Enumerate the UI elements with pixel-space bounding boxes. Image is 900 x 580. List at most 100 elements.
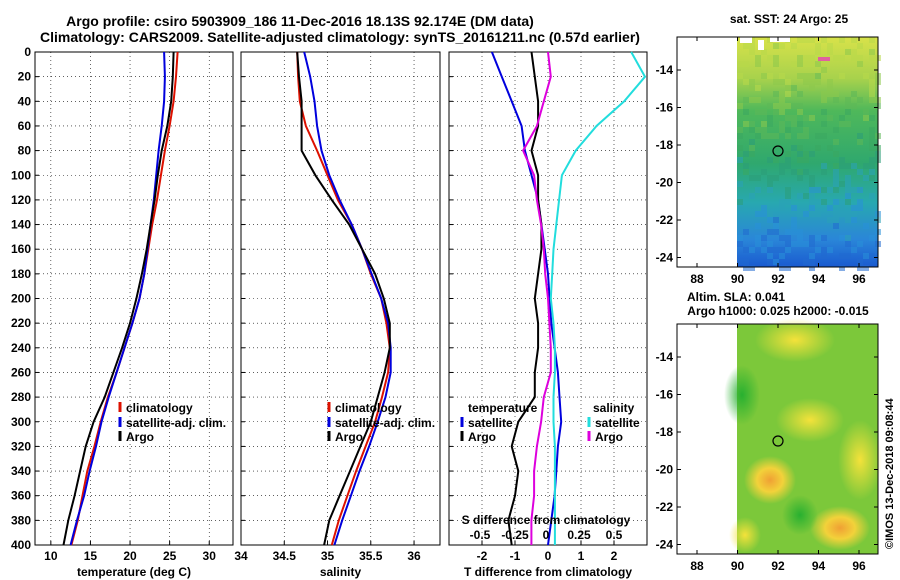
sst-pixel	[749, 121, 755, 127]
sst-pixel	[797, 55, 803, 61]
sst-pixel	[857, 61, 863, 67]
sst-pixel	[845, 103, 851, 109]
series-line-satellite-adj-clim-	[303, 51, 392, 546]
sst-pixel	[791, 145, 797, 151]
sst-pixel	[779, 79, 785, 85]
sst-pixel	[797, 37, 803, 43]
lat-tick-label: -18	[656, 425, 674, 439]
sst-pixel	[803, 55, 809, 61]
sst-pixel	[827, 91, 833, 97]
x-tick-label: -1	[510, 549, 521, 563]
sst-pixel	[809, 151, 815, 157]
sst-pixel	[809, 73, 815, 79]
sst-map-title: sat. SST: 24 Argo: 25	[730, 12, 849, 26]
sst-pixel	[833, 211, 839, 217]
sst-pixel	[737, 241, 743, 247]
sst-pixel	[755, 55, 761, 61]
sst-pixel	[845, 199, 851, 205]
sst-pixel	[761, 109, 767, 115]
sst-pixel	[773, 133, 779, 139]
sst-pixel	[791, 103, 797, 109]
sst-pixel	[749, 265, 755, 271]
sst-pixel	[863, 163, 869, 169]
lat-tick-label: -20	[656, 463, 674, 477]
sst-pixel	[761, 127, 767, 133]
sst-pixel	[827, 115, 833, 121]
sst-pixel	[737, 205, 743, 211]
depth-tick-label: 180	[11, 267, 31, 281]
sst-pixel	[743, 265, 749, 271]
x-tick-label: 34	[234, 549, 248, 563]
sst-pixel	[773, 91, 779, 97]
sst-pixel	[749, 43, 755, 49]
sst-pixel	[803, 73, 809, 79]
sst-pixel	[737, 145, 743, 151]
sst-pixel	[833, 217, 839, 223]
sst-pixel	[809, 85, 815, 91]
sst-pixel	[779, 235, 785, 241]
depth-tick-label: 380	[11, 513, 31, 527]
sst-pixel	[797, 91, 803, 97]
sst-pixel	[797, 73, 803, 79]
sst-pixel	[743, 247, 749, 253]
sst-pixel	[809, 187, 815, 193]
series-line-climatology	[296, 51, 391, 546]
legend-label-t-satellite: satellite	[468, 416, 513, 430]
sst-pixel	[845, 235, 851, 241]
sst-pixel	[869, 37, 875, 43]
sla-map-title-line2: Argo h1000: 0.025 h2000: -0.015	[687, 304, 869, 318]
series-line-s-argo	[521, 51, 552, 545]
series-line-t-argo	[507, 51, 543, 546]
depth-tick-label: 60	[18, 119, 32, 133]
sst-pixel	[839, 253, 845, 259]
sst-pixel	[785, 241, 791, 247]
lat-tick-label: -18	[656, 138, 674, 152]
sst-pixel	[797, 133, 803, 139]
salinity-panel: 34 34.5 35 35.5 36 salinity	[234, 51, 441, 579]
sst-pixel	[773, 223, 779, 229]
sst-pixel	[737, 157, 743, 163]
lat-tick-label: -16	[656, 101, 674, 115]
plot-frame	[240, 51, 441, 546]
lon-tick-label: 92	[771, 272, 785, 286]
sst-pixel	[785, 193, 791, 199]
sst-pixel	[833, 187, 839, 193]
temperature-legend: climatology satellite-adj. clim. Argo	[118, 401, 226, 444]
sst-pixel	[785, 187, 791, 193]
sst-pixel	[869, 235, 875, 241]
s-difference-axis-label: S difference from climatology	[462, 513, 631, 527]
sla-anomaly	[755, 318, 835, 362]
sst-pixel	[749, 85, 755, 91]
sst-pixel	[785, 79, 791, 85]
x-tick-label: 30	[203, 549, 217, 563]
sst-pixel	[755, 61, 761, 67]
sst-pixel	[749, 127, 755, 133]
sst-pixel	[785, 247, 791, 253]
figure-title-line1: Argo profile: csiro 5903909_186 11-Dec-2…	[66, 13, 534, 29]
sst-pixel	[755, 97, 761, 103]
sst-pixel	[755, 223, 761, 229]
sst-pixel	[743, 229, 749, 235]
sst-pixel	[857, 187, 863, 193]
sst-pixel	[779, 103, 785, 109]
sst-pixel	[761, 169, 767, 175]
sst-pixel	[845, 97, 851, 103]
sst-pixel	[791, 229, 797, 235]
sst-pixel	[833, 139, 839, 145]
sst-pixel	[797, 193, 803, 199]
argo-float-marker	[772, 145, 784, 157]
lon-tick-label: 88	[690, 559, 704, 573]
sst-pixel	[827, 217, 833, 223]
sst-pixel	[803, 157, 809, 163]
sst-pixel	[779, 97, 785, 103]
sst-pixel	[803, 259, 809, 265]
sst-pixel	[809, 37, 815, 43]
sst-pixel	[869, 139, 875, 145]
land-mask	[770, 37, 790, 42]
sst-pixel	[815, 43, 821, 49]
sst-hotspot	[818, 57, 830, 61]
sst-pixel	[839, 121, 845, 127]
sst-pixel	[779, 247, 785, 253]
sst-pixel	[761, 211, 767, 217]
sst-pixel	[833, 223, 839, 229]
